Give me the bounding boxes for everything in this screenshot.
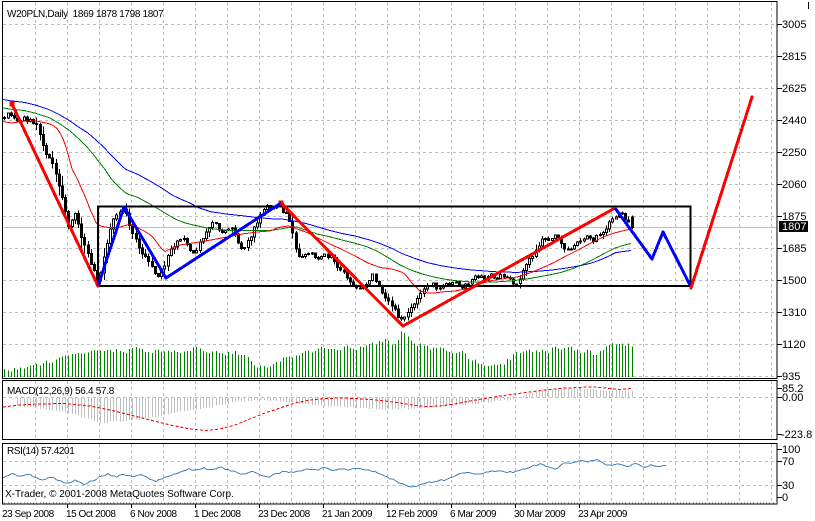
svg-text:100: 100 [782,444,800,456]
svg-text:MACD(12,26,9) 56.4 57.8: MACD(12,26,9) 56.4 57.8 [7,386,115,397]
svg-text:6 Nov 2008: 6 Nov 2008 [130,509,178,520]
svg-text:2250: 2250 [782,147,806,159]
svg-text:3005: 3005 [782,19,806,31]
svg-text:30: 30 [782,480,794,492]
svg-text:1310: 1310 [782,307,806,319]
svg-text:1875: 1875 [782,211,806,223]
svg-text:935: 935 [782,371,800,383]
svg-text:15 Oct 2008: 15 Oct 2008 [66,509,116,520]
svg-text:2815: 2815 [782,51,806,63]
svg-text:1807: 1807 [782,221,806,233]
svg-text:2060: 2060 [782,179,806,191]
svg-text:0: 0 [782,492,788,504]
svg-text:21 Jan 2009: 21 Jan 2009 [322,509,373,520]
svg-text:RSI(14) 57.4201: RSI(14) 57.4201 [7,446,75,457]
svg-text:30 Mar 2009: 30 Mar 2009 [514,509,566,520]
svg-text:1685: 1685 [782,243,806,255]
svg-text:85.2: 85.2 [782,383,803,395]
svg-text:1120: 1120 [782,339,806,351]
svg-text:W20PLN,Daily 1869 1878 1798 1: W20PLN,Daily 1869 1878 1798 1807 [7,9,164,20]
svg-text:70: 70 [782,456,794,468]
svg-text:2440: 2440 [782,115,806,127]
svg-text:1 Dec 2008: 1 Dec 2008 [194,509,242,520]
svg-text:1500: 1500 [782,275,806,287]
svg-text:23 Sep 2008: 23 Sep 2008 [2,509,55,520]
svg-text:23 Dec 2008: 23 Dec 2008 [258,509,311,520]
svg-text:-223.8: -223.8 [781,429,812,441]
svg-text:X-Trader, © 2001-2008 MetaQuot: X-Trader, © 2001-2008 MetaQuotes Softwar… [5,489,234,500]
svg-text:12 Feb 2009: 12 Feb 2009 [386,509,438,520]
svg-text:6 Mar 2009: 6 Mar 2009 [450,509,497,520]
svg-text:0.00: 0.00 [782,392,803,404]
svg-text:23 Apr 2009: 23 Apr 2009 [578,509,628,520]
svg-text:2625: 2625 [782,83,806,95]
